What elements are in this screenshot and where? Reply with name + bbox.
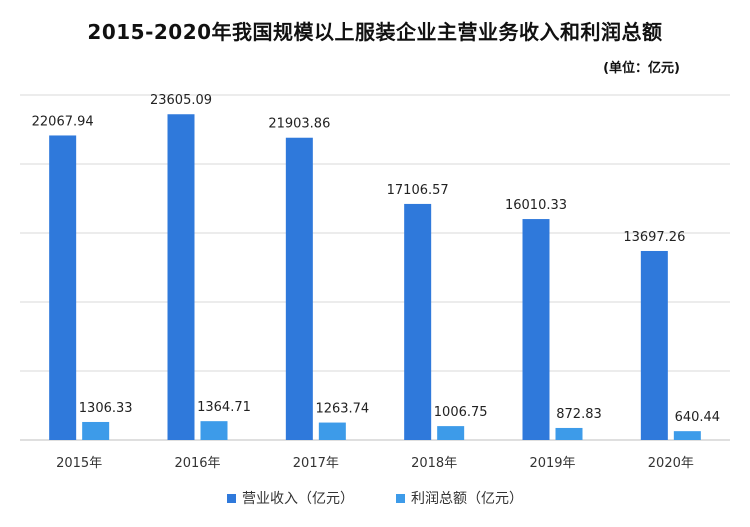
x-tick-label: 2015年 [56,456,102,471]
bar-profit [318,422,346,440]
legend-swatch-profit [396,493,405,503]
data-label-revenue: 13697.26 [623,230,685,245]
legend-item-revenue[interactable]: 营业收入（亿元） [227,488,354,508]
legend: 营业收入（亿元） 利润总额（亿元） [0,488,750,508]
legend-item-profit[interactable]: 利润总额（亿元） [396,488,523,508]
bar-profit [200,421,228,440]
bar-revenue [49,135,77,440]
bar-revenue [285,137,313,440]
bar-profit [82,421,110,440]
data-label-profit: 872.83 [556,407,602,422]
data-label-profit: 1364.71 [197,400,251,415]
x-tick-label: 2017年 [293,456,339,471]
legend-swatch-revenue [227,493,236,503]
unit-label: (单位：亿元) [603,61,680,76]
data-label-revenue: 16010.33 [505,198,567,213]
x-tick-label: 2019年 [529,456,575,471]
data-label-revenue: 21903.86 [268,117,330,132]
legend-label-revenue: 营业收入（亿元） [242,491,354,507]
legend-label-profit: 利润总额（亿元） [411,491,523,507]
data-label-profit: 1006.75 [434,405,488,420]
bar-revenue [167,114,195,440]
bar-profit [673,431,701,440]
bar-revenue [522,219,550,440]
bar-profit [437,426,465,440]
x-tick-label: 2016年 [174,456,220,471]
bar-profit [555,427,583,440]
bar-revenue [640,250,668,440]
data-label-profit: 1306.33 [79,401,133,416]
data-label-revenue: 17106.57 [387,183,449,198]
data-label-profit: 640.44 [675,410,721,425]
data-label-revenue: 22067.94 [32,114,94,129]
data-label-revenue: 23605.09 [150,93,212,108]
bar-revenue [404,203,432,440]
x-tick-label: 2018年 [411,456,457,471]
data-label-profit: 1263.74 [315,402,369,417]
x-tick-label: 2020年 [648,456,694,471]
chart-title: 2015-2020年我国规模以上服装企业主营业务收入和利润总额 [87,20,663,44]
